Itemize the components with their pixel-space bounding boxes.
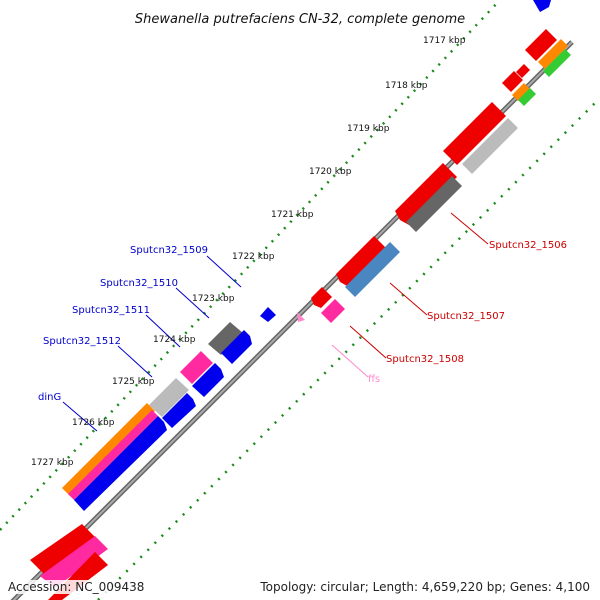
connector-1511 — [145, 314, 181, 348]
connector-1512 — [117, 345, 153, 378]
gene-label-ffs[interactable]: ffs — [368, 374, 380, 385]
tick-label: 1727 kbp — [31, 458, 74, 468]
feature-blue-1510[interactable] — [192, 363, 224, 397]
feature-blue-small[interactable] — [260, 307, 276, 322]
feature-steelblue-1507[interactable] — [345, 242, 400, 297]
feature-gray-1511[interactable] — [149, 378, 189, 417]
tick-label: 1721 kbp — [271, 210, 314, 220]
connector-1507 — [389, 282, 428, 316]
gene-label-sputcn32-1507[interactable]: Sputcn32_1507 — [427, 311, 505, 322]
feature-red-long-2[interactable] — [395, 163, 457, 225]
feature-ffs-rna[interactable] — [297, 312, 305, 322]
feature-pink-1508[interactable] — [321, 299, 345, 323]
feature-green-1[interactable] — [543, 49, 571, 77]
tick-label: 1723 kbp — [192, 294, 235, 304]
gene-label-sputcn32-1506[interactable]: Sputcn32_1506 — [489, 240, 567, 251]
feature-blue-1509[interactable] — [221, 330, 252, 364]
feature-gray-dark-1[interactable] — [406, 176, 462, 232]
feature-red-3[interactable] — [516, 64, 530, 78]
feature-green-2[interactable] — [518, 88, 536, 106]
feature-gray-1509[interactable] — [208, 322, 243, 355]
gene-label-sputcn32-1511[interactable]: Sputcn32_1511 — [72, 305, 150, 316]
feature-red-1508[interactable] — [311, 287, 332, 308]
feature-red-1[interactable] — [525, 29, 557, 61]
feature-orange-2[interactable] — [512, 83, 530, 101]
feature-pink-1510[interactable] — [180, 351, 213, 384]
connector-1508 — [349, 325, 387, 359]
feature-orange-1[interactable] — [538, 39, 568, 69]
tick-label: 1725 kbp — [112, 377, 155, 387]
tick-label: 1720 kbp — [309, 167, 352, 177]
feature-blue-1511[interactable] — [162, 393, 196, 428]
gene-label-sputcn32-1508[interactable]: Sputcn32_1508 — [386, 354, 464, 365]
gene-label-sputcn32-1510[interactable]: Sputcn32_1510 — [100, 278, 178, 289]
feature-red-bottom[interactable] — [30, 524, 96, 574]
tick-label: 1724 kbp — [153, 335, 196, 345]
feature-pink-bottom[interactable] — [40, 536, 108, 588]
tick-label: 1718 kbp — [385, 81, 428, 91]
genome-summary-text: Topology: circular; Length: 4,659,220 bp… — [258, 580, 592, 594]
map-title: Shewanella putrefaciens CN-32, complete … — [135, 12, 465, 27]
gene-label-sputcn32-1509[interactable]: Sputcn32_1509 — [130, 245, 208, 256]
connector-ffs — [331, 344, 369, 378]
feature-red-2[interactable] — [502, 71, 523, 92]
accession-text: Accession: NC_009438 — [6, 580, 147, 594]
connector-1509 — [206, 255, 242, 288]
feature-orange-long[interactable] — [62, 403, 155, 496]
connector-1510 — [175, 287, 210, 319]
tick-label: 1719 kbp — [347, 124, 390, 134]
connector-dinG — [62, 401, 98, 432]
tick-label: 1717 kbp — [423, 36, 466, 46]
gene-label-dinG[interactable]: dinG — [38, 392, 61, 403]
feature-gray-light-1[interactable] — [462, 118, 518, 174]
gc-ring-inner — [97, 97, 600, 600]
feature-blue-top[interactable] — [533, 0, 551, 12]
tick-label: 1722 kbp — [232, 252, 275, 262]
feature-pink-long[interactable] — [68, 410, 158, 500]
tick-ring-outer — [0, 0, 501, 531]
feature-red-1507[interactable] — [336, 236, 387, 287]
tick-label: 1726 kbp — [72, 418, 115, 428]
feature-red-long-1[interactable] — [443, 102, 506, 165]
connector-1506 — [450, 212, 489, 245]
feature-blue-long[interactable] — [74, 416, 167, 511]
gene-label-sputcn32-1512[interactable]: Sputcn32_1512 — [43, 336, 121, 347]
